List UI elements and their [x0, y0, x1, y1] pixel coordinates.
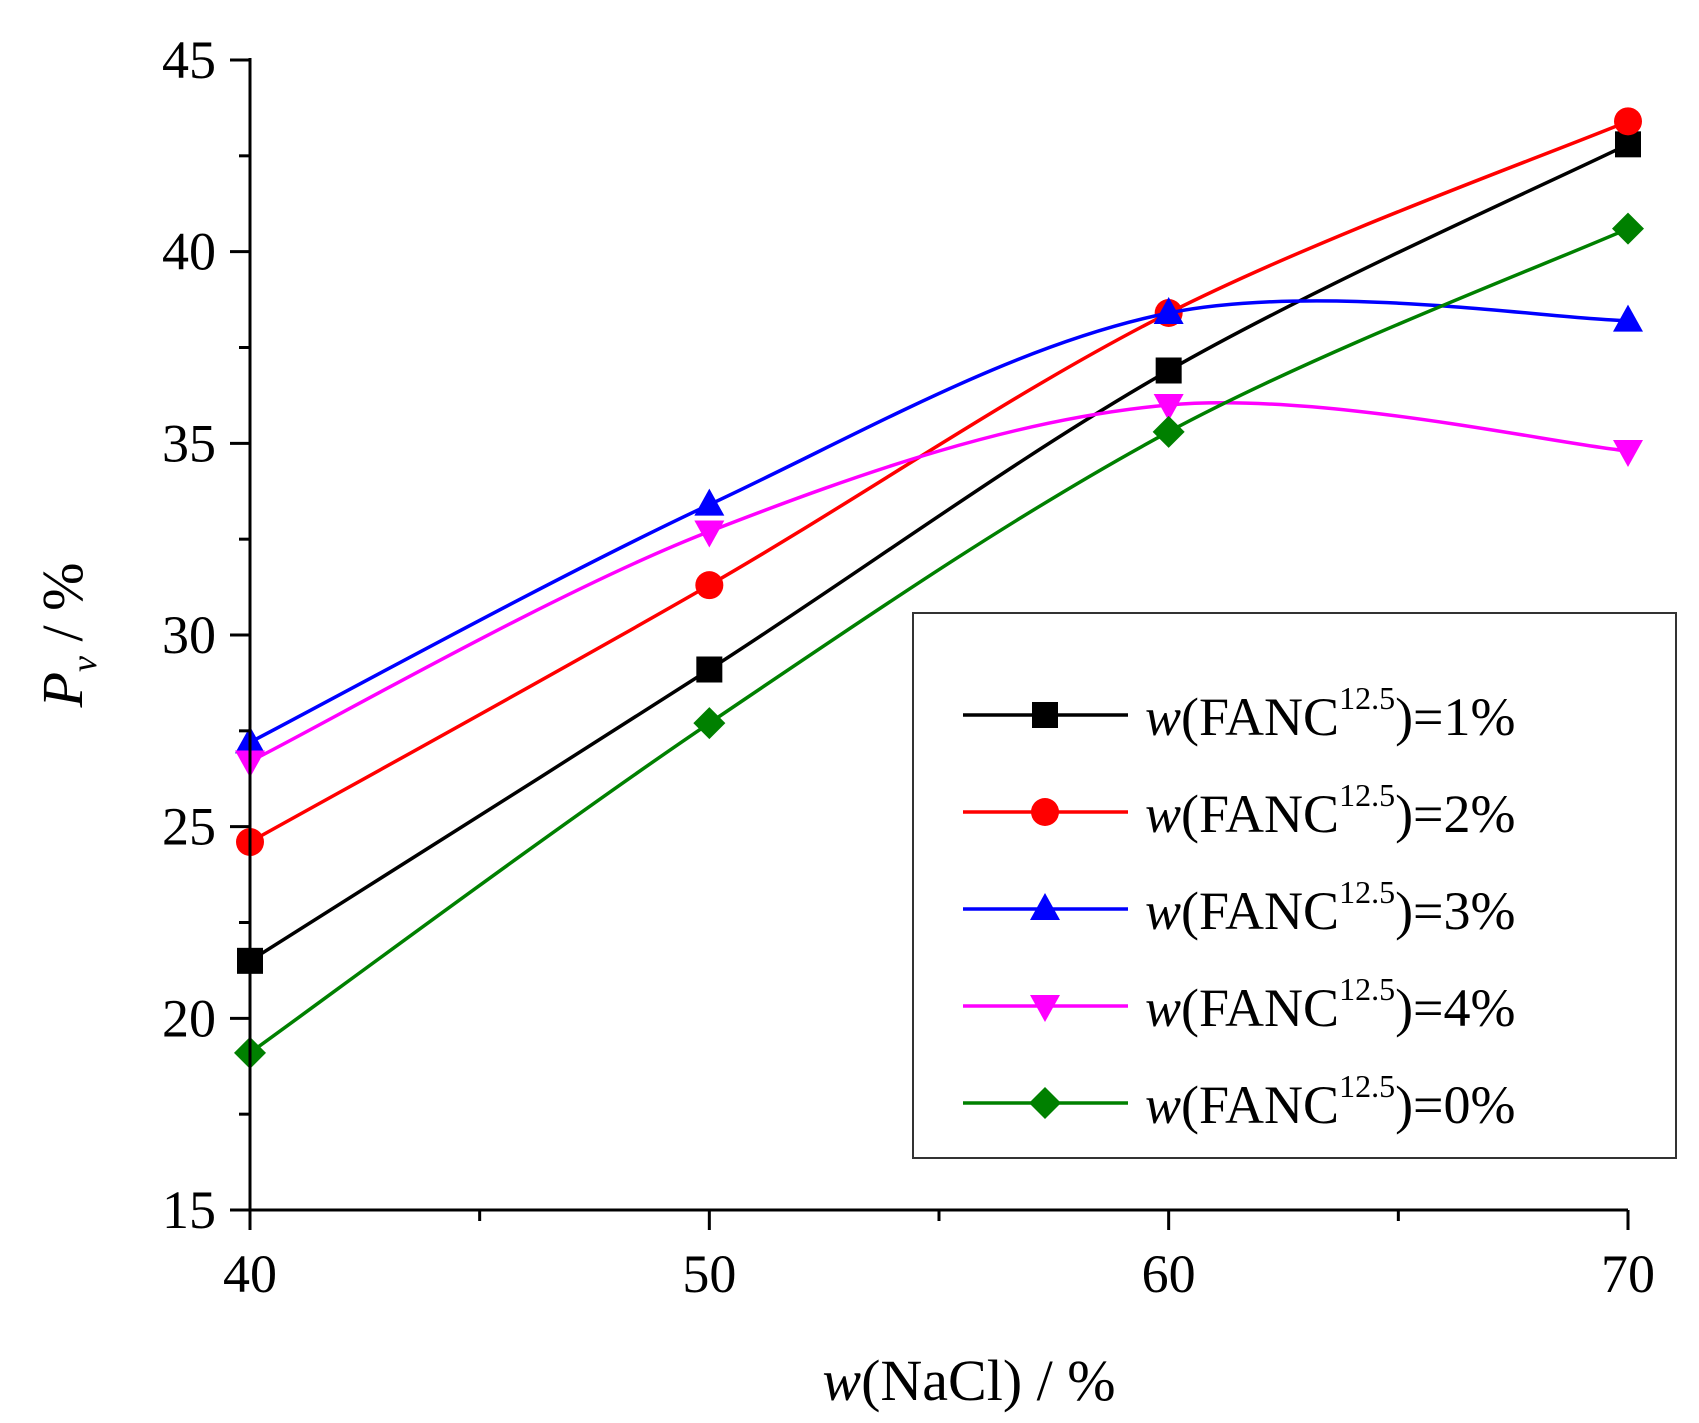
axes: 15 20 25 30 35 40 45 40 50 60 70 — [162, 30, 1655, 1304]
legend-entry: w(FANC12.5)=1% — [963, 680, 1515, 747]
y-tick-label: 15 — [162, 1180, 216, 1240]
y-tick-label: 35 — [162, 413, 216, 473]
data-point — [1613, 304, 1643, 332]
data-point — [1612, 212, 1644, 245]
legend-marker — [1030, 893, 1060, 920]
data-point — [695, 571, 724, 600]
legend-entry: w(FANC12.5)=3% — [963, 874, 1515, 941]
legend-marker — [1032, 702, 1058, 728]
x-axis-title: w(NaCl) / % — [822, 1348, 1115, 1413]
y-tick-label: 40 — [162, 222, 216, 282]
y-axis-title: Pv / % — [30, 563, 104, 709]
legend-entry: w(FANC12.5)=2% — [963, 777, 1515, 844]
legend-label: w(FANC12.5)=0% — [1145, 1068, 1515, 1135]
legend-label: w(FANC12.5)=1% — [1145, 680, 1515, 747]
data-point — [1614, 107, 1642, 136]
data-point — [693, 707, 726, 740]
series-layer — [234, 107, 1644, 1069]
legend-label: w(FANC12.5)=2% — [1145, 777, 1515, 844]
data-point — [696, 656, 723, 683]
x-tick-label: 40 — [223, 1244, 277, 1304]
x-tick-label: 50 — [682, 1244, 736, 1304]
axis-titles: w(NaCl) / % Pv / % — [30, 563, 1116, 1413]
series-4 — [234, 212, 1644, 1069]
legend-entry: w(FANC12.5)=0% — [963, 1068, 1515, 1135]
series-line — [249, 119, 1629, 844]
series-line — [249, 142, 1629, 963]
x-tick-label: 60 — [1142, 1244, 1196, 1304]
legend-label: w(FANC12.5)=4% — [1145, 971, 1515, 1038]
data-point — [1615, 131, 1641, 158]
series-0 — [237, 131, 1641, 974]
data-point — [1153, 297, 1184, 324]
legend-label: w(FANC12.5)=3% — [1145, 874, 1515, 941]
data-point — [694, 520, 725, 548]
y-tick-label: 20 — [162, 988, 216, 1048]
legend-entry: w(FANC12.5)=4% — [963, 971, 1515, 1038]
legend-marker — [1029, 1087, 1061, 1119]
series-line — [248, 227, 1629, 1055]
data-point — [1155, 357, 1182, 384]
data-point — [1152, 415, 1185, 448]
legend-marker — [1030, 995, 1060, 1022]
data-point — [1153, 394, 1184, 421]
legend-marker — [1031, 798, 1059, 826]
series-line — [249, 299, 1629, 744]
x-tick-label: 70 — [1601, 1244, 1655, 1304]
y-tick-label: 30 — [162, 605, 216, 665]
series-line — [249, 401, 1629, 764]
y-tick-label: 25 — [162, 797, 216, 857]
data-point — [1613, 440, 1643, 467]
data-point — [694, 488, 725, 516]
legend: w(FANC12.5)=1% w(FANC12.5)=2% w(FANC12.5)=… — [912, 612, 1677, 1159]
y-tick-label: 45 — [162, 30, 216, 90]
